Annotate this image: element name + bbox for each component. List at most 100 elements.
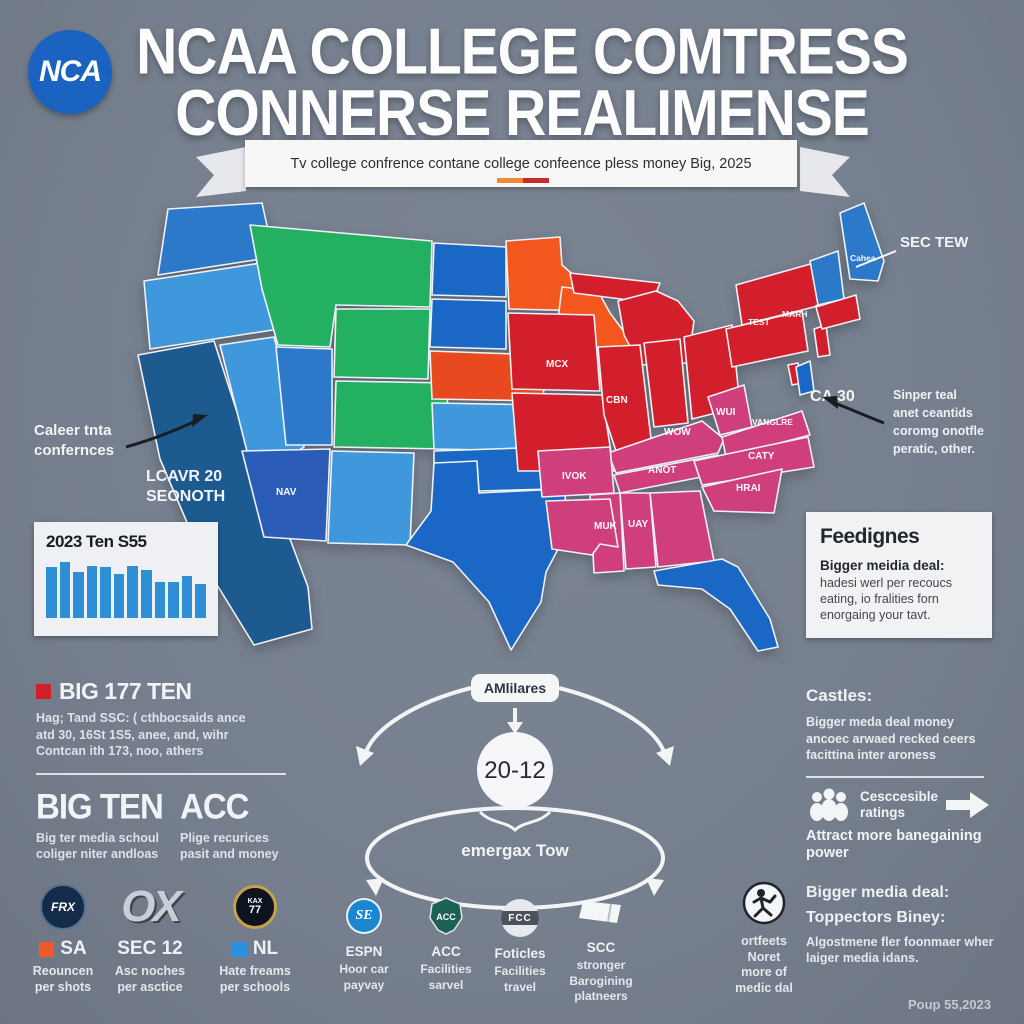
fcc-logo-text: FCC: [508, 912, 532, 924]
flow-top-box: [471, 674, 559, 702]
footer-heading-scc: SCC: [586, 940, 616, 955]
ncaa-logo-text: NCA: [39, 55, 102, 88]
blue-square-icon: [231, 941, 247, 957]
big17-line-1: Hag; Tand SSC: ( cthbocsaids ance: [36, 711, 246, 725]
state-arizona: [241, 448, 331, 542]
label-south-carolina: HRAI: [736, 483, 761, 494]
state-south-carolina: [701, 468, 783, 514]
acc-line-2: pasit and money: [180, 847, 279, 862]
label-kentucky: WOW: [664, 427, 691, 438]
big-ten-heading: BIG TEN: [36, 786, 164, 826]
rating-line-2: ratings: [860, 804, 906, 820]
callout-left-line-1: Caleer tnta: [34, 422, 112, 439]
acc-line-1: Plige recurices: [180, 831, 269, 845]
red-square-icon: [36, 684, 51, 699]
feedings-body: hadesi werl per recoucs eating, io frali…: [820, 576, 953, 622]
note-right-line-1: Sinper teal: [893, 388, 957, 402]
footer-line: Facilities: [494, 964, 546, 978]
footer-right-body: Algostmene fler foonmaer wher laiger med…: [806, 935, 994, 966]
label-alabama: UAY: [628, 519, 649, 530]
footer-right-text: Bigger media deal: Toppectors Biney: Alg…: [806, 884, 1018, 967]
rating-line-1: Cesccesible: [860, 788, 939, 804]
chart-bar: [100, 566, 111, 618]
state-maine: [839, 202, 885, 282]
state-new-mexico: [327, 450, 415, 546]
footer-heading-sec12: SEC 12: [117, 938, 183, 959]
fox-logo-icon: FRX: [40, 884, 86, 930]
acc-shield-text: ACC: [436, 912, 456, 922]
acc-section: ACC Plige recurices pasit and money: [180, 786, 300, 863]
footer-line: Asc noches: [114, 964, 186, 978]
flow-curve-right: [558, 686, 666, 753]
castles-title: Castles:: [806, 686, 873, 705]
state-wyoming: [333, 308, 431, 380]
fox-logo-text: FRX: [51, 900, 75, 914]
footer-line: per schools: [219, 980, 291, 995]
wrestler-caption-line: ortfeets: [741, 934, 787, 948]
sec-tew-pointer-line: [855, 250, 897, 268]
label-mississippi: MUK: [594, 521, 618, 532]
footer-line: per shots: [34, 980, 92, 995]
left-divider: [36, 773, 286, 775]
big17-heading: BIG 177 TEN: [59, 678, 192, 704]
label-iowa: MCX: [546, 359, 569, 370]
flow-circle: [477, 732, 553, 808]
sec-logo-text: SE: [355, 908, 373, 923]
title-line-1: NCAA COLLEGE COMTRESS: [136, 15, 909, 89]
footer-col-espn: SE ESPN Hoor car payvay: [328, 896, 400, 993]
flow-bracket: [478, 810, 552, 833]
banner-accent-dashes: [497, 178, 549, 183]
dash-orange: [497, 178, 523, 183]
ribbon-tail-right: [800, 147, 850, 197]
sec-tew-callout: SEC TEW: [900, 234, 969, 251]
label-north-carolina: CATY: [748, 451, 775, 462]
wrestler-caption-line: medic dal: [735, 980, 793, 995]
footer-line: stronger: [576, 958, 626, 972]
footer-col-badge: KAX 77 NL Hate freams per schools: [214, 884, 296, 996]
flag-icon: [579, 901, 621, 923]
state-california: [137, 340, 313, 646]
feedings-bold-line: Bigger meidia deal:: [820, 558, 945, 573]
label-virginia: VANGLRE: [752, 417, 793, 427]
label-west-virginia: WUI: [716, 407, 736, 418]
flow-oval-arrow-right-icon: [646, 878, 664, 896]
note-right-line-4: peratic, other.: [893, 442, 975, 456]
castles-bottom-text: Attract more banegaining power: [806, 827, 982, 861]
chart-title: 2023 Ten S55: [46, 532, 147, 551]
flow-oval-arrow-left-icon: [366, 878, 384, 896]
chart-bar: [154, 582, 166, 618]
chart-bar: [113, 573, 125, 618]
label-maine: Cahea: [850, 253, 876, 263]
chart-bar: [86, 565, 98, 618]
chart-bar: [168, 582, 179, 618]
big-17-ten-section: BIG 177 TEN Hag; Tand SSC: ( cthbocsaids…: [36, 678, 302, 760]
footer-line: Hoor car: [339, 962, 389, 976]
title-line-2: CONNERSE REALIMENSE: [175, 76, 870, 150]
page-title: NCAA COLLEGE COMTRESS CONNERSE REALIMENS…: [104, 15, 940, 150]
banner-text: Tv college confrence contane college con…: [290, 155, 752, 172]
acc-shield-icon: ACC: [429, 897, 463, 935]
chart-bar: [127, 565, 139, 618]
state-louisiana: [545, 498, 619, 556]
footer-heading-acc: ACC: [431, 944, 461, 959]
crowd-icon: [810, 788, 848, 821]
flow-top-box-label: AMlilares: [484, 680, 546, 696]
sec-logo-icon: SE: [346, 898, 382, 934]
flow-arrow-right-icon: [656, 746, 674, 766]
big17-line-3: Contcan ith 173, noo, athers: [36, 744, 204, 758]
feedings-title: Feedignes: [820, 525, 920, 548]
state-utah: [275, 346, 333, 446]
ox-logo-icon: OX: [121, 882, 182, 931]
footer-heading-sa: SA: [60, 938, 87, 959]
note-right-arrow-line: [831, 400, 885, 425]
footer-line: per asctice: [117, 980, 183, 995]
wrestler-icon: [742, 881, 786, 925]
callout-left-line-2: confernces: [34, 442, 114, 459]
badge-text: 77: [248, 904, 262, 916]
wrestler-caption-line: more of: [741, 965, 787, 980]
state-iowa: [507, 312, 601, 392]
chart-bar: [46, 566, 57, 618]
chart-bar: [73, 571, 84, 618]
footer-line: Facilities: [420, 962, 472, 976]
footer-col-acc: ACC ACC Facilities sarvel: [408, 896, 484, 993]
